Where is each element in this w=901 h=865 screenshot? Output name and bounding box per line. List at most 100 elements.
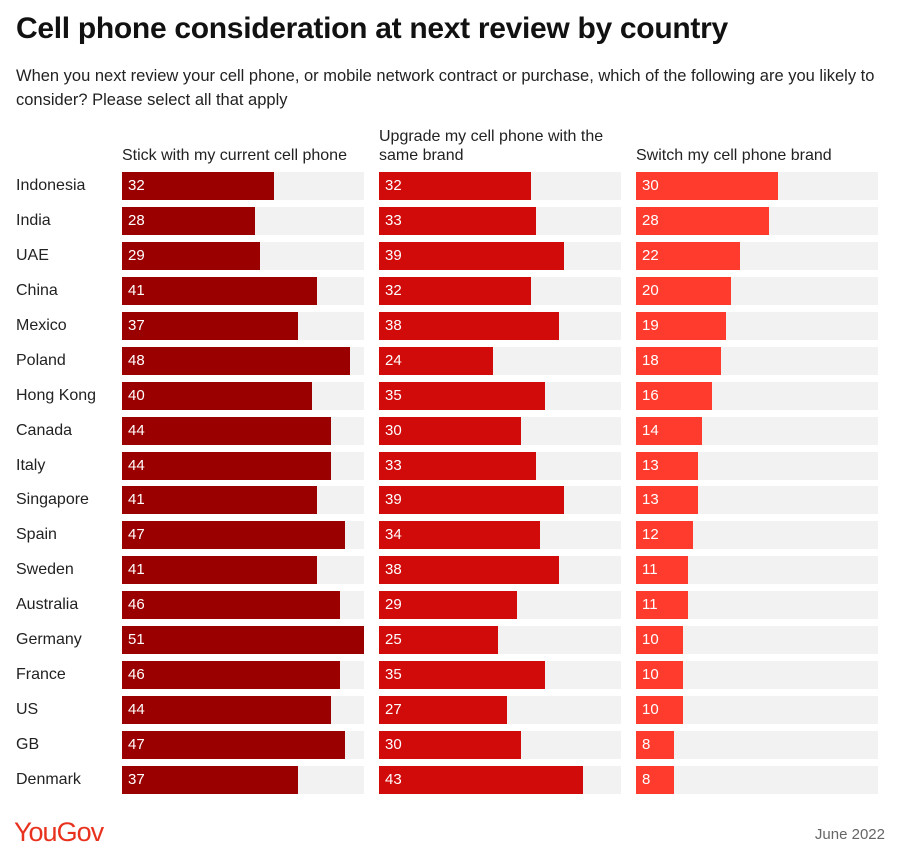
value-label: 37 xyxy=(128,316,145,334)
category-label: US xyxy=(16,701,39,719)
bar xyxy=(122,556,317,585)
value-label: 34 xyxy=(385,526,402,544)
value-label: 29 xyxy=(128,246,145,264)
value-label: 12 xyxy=(642,526,659,544)
value-label: 48 xyxy=(128,351,145,369)
bar xyxy=(636,765,674,794)
value-label: 47 xyxy=(128,526,145,544)
category-label: Canada xyxy=(16,421,73,439)
value-label: 19 xyxy=(642,316,659,334)
bar xyxy=(379,416,522,445)
value-label: 41 xyxy=(128,281,145,299)
category-label: Mexico xyxy=(16,316,67,334)
bar xyxy=(379,172,531,200)
bar xyxy=(379,206,536,235)
value-label: 44 xyxy=(128,456,145,474)
value-label: 38 xyxy=(385,316,402,334)
bar-background xyxy=(636,765,878,794)
value-label: 10 xyxy=(642,631,659,649)
value-label: 11 xyxy=(642,561,658,579)
category-label: Hong Kong xyxy=(16,386,97,404)
value-label: 13 xyxy=(642,456,659,474)
panel-header: Switch my cell phone brand xyxy=(636,147,832,164)
value-label: 33 xyxy=(385,211,402,229)
value-label: 39 xyxy=(385,246,402,264)
source-logo: YouGov xyxy=(14,817,104,847)
category-label: Poland xyxy=(16,351,66,369)
panel-header: Upgrade my cell phone with the same bran… xyxy=(379,128,604,164)
bar xyxy=(122,311,298,340)
bar xyxy=(636,451,698,480)
value-label: 35 xyxy=(385,666,402,684)
bar xyxy=(636,731,674,760)
bar xyxy=(122,626,364,655)
value-label: 33 xyxy=(385,456,402,474)
category-label: GB xyxy=(16,736,40,754)
bar xyxy=(379,451,536,480)
value-label: 8 xyxy=(642,770,651,788)
chart-subtitle: When you next review your cell phone, or… xyxy=(16,67,875,109)
bar xyxy=(379,765,584,794)
bar xyxy=(379,276,531,305)
bar xyxy=(122,346,350,375)
bar xyxy=(379,626,498,655)
value-label: 8 xyxy=(642,736,651,754)
category-label: Spain xyxy=(16,526,57,544)
value-label: 10 xyxy=(642,666,659,684)
category-label: Germany xyxy=(16,631,82,649)
value-label: 35 xyxy=(385,386,402,404)
value-label: 30 xyxy=(385,421,402,439)
value-label: 37 xyxy=(128,770,145,788)
category-label: Australia xyxy=(16,596,79,614)
bar xyxy=(379,381,546,410)
value-label: 43 xyxy=(385,770,402,788)
bar xyxy=(122,486,317,515)
bar xyxy=(122,416,331,445)
value-label: 46 xyxy=(128,666,145,684)
bar xyxy=(122,765,298,794)
value-label: 32 xyxy=(128,177,145,194)
bar xyxy=(379,346,493,375)
bar-background xyxy=(636,731,878,760)
category-label: Italy xyxy=(16,456,46,474)
bar xyxy=(636,276,731,305)
bar xyxy=(379,311,560,340)
bar xyxy=(636,416,703,445)
value-label: 28 xyxy=(642,211,659,229)
bar xyxy=(636,241,741,270)
bar xyxy=(379,486,565,515)
bar xyxy=(379,731,522,760)
bar xyxy=(636,346,722,375)
bar xyxy=(636,626,684,655)
value-label: 16 xyxy=(642,386,659,404)
value-label: 47 xyxy=(128,736,145,754)
category-label: Singapore xyxy=(16,491,89,509)
bar xyxy=(636,661,684,690)
bar xyxy=(379,661,546,690)
bar xyxy=(122,661,341,690)
category-label: China xyxy=(16,281,58,299)
bar xyxy=(636,556,689,585)
value-label: 46 xyxy=(128,596,145,614)
value-label: 28 xyxy=(128,211,145,229)
bar xyxy=(379,696,508,725)
bar xyxy=(122,591,341,620)
bar xyxy=(379,241,565,270)
value-label: 40 xyxy=(128,386,145,404)
chart-title: Cell phone consideration at next review … xyxy=(16,12,728,45)
category-label: Indonesia xyxy=(16,177,86,194)
value-label: 14 xyxy=(642,421,659,439)
bar xyxy=(636,591,689,620)
value-label: 13 xyxy=(642,491,659,509)
bar xyxy=(636,206,769,235)
bar xyxy=(636,172,779,200)
bar xyxy=(636,381,712,410)
bar xyxy=(122,451,331,480)
value-label: 30 xyxy=(385,736,402,754)
bar xyxy=(379,556,560,585)
bar xyxy=(122,731,346,760)
bar xyxy=(122,521,346,550)
value-label: 11 xyxy=(642,596,658,614)
value-label: 51 xyxy=(128,631,145,649)
